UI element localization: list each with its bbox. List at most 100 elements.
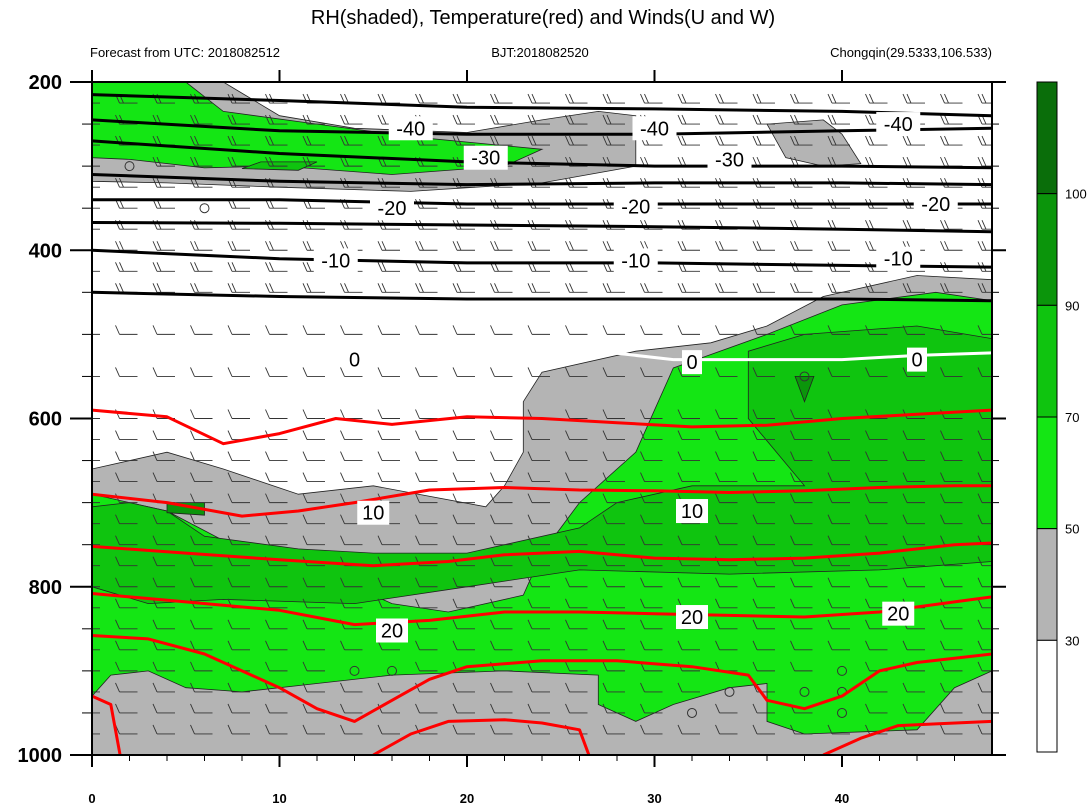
wind-barb-flag xyxy=(827,556,833,566)
wind-barb-flag xyxy=(865,472,870,482)
wind-barb-flag xyxy=(340,325,345,335)
wind-barb-flag xyxy=(565,661,570,672)
wind-barb-flag xyxy=(415,367,420,377)
wind-barb-flag xyxy=(752,703,758,714)
wind-barb-flag xyxy=(227,493,233,503)
wind-barb-flag xyxy=(865,367,870,377)
wind-barb-flag xyxy=(265,724,270,735)
wind-barb-flag xyxy=(231,283,237,293)
wind-barb-flag xyxy=(977,241,983,251)
wind-barb-flag xyxy=(190,661,195,672)
wind-barb-flag xyxy=(977,430,983,440)
contour-label-box xyxy=(876,112,921,137)
wind-barb-flag xyxy=(602,93,608,104)
wind-barb-flag xyxy=(752,724,758,735)
wind-barb-flag xyxy=(865,93,870,104)
wind-barb-flag xyxy=(569,135,574,146)
y-tick-label: 400 xyxy=(29,240,62,262)
wind-barb-flag xyxy=(940,220,945,230)
wind-barb-flag xyxy=(794,241,799,251)
wind-barb-flag xyxy=(527,114,533,125)
wind-barb-flag xyxy=(265,703,270,714)
contour-label-text: 0 xyxy=(686,352,697,374)
wind-row xyxy=(92,177,992,188)
wind-barb-flag xyxy=(944,156,949,167)
wind-barb-flag xyxy=(977,156,983,167)
wind-barb-flag xyxy=(302,619,308,629)
wind-barb-flag xyxy=(415,577,420,587)
wind-barb-flag xyxy=(565,640,570,651)
wind-barb-flag xyxy=(752,451,758,461)
wind-barb-flag xyxy=(602,514,608,524)
wind-barb-flag xyxy=(452,114,458,125)
wind-barb-flag xyxy=(640,598,645,608)
wind-barb-flag xyxy=(265,241,270,251)
wind-barb-flag xyxy=(569,241,574,251)
wind-row xyxy=(92,409,992,419)
wind-barb-flag xyxy=(715,598,720,608)
wind-barb-flag xyxy=(902,640,908,651)
wind-barb-flag xyxy=(940,619,945,629)
wind-barb-flag xyxy=(640,577,645,587)
wind-barb-flag xyxy=(827,598,833,608)
wind-barb-flag xyxy=(681,93,687,104)
wind-barb-flag xyxy=(344,156,349,167)
wind-barb-flag xyxy=(381,283,387,293)
wind-barb-flag xyxy=(752,367,758,377)
wind-barb-flag xyxy=(490,703,495,714)
wind-barb-flag xyxy=(377,93,383,104)
wind-barb-flag xyxy=(490,619,495,629)
wind-barb-flag xyxy=(565,577,570,587)
wind-barb-flag xyxy=(340,703,345,714)
wind-barb-flag xyxy=(602,556,608,566)
wind-barb-flag xyxy=(152,724,158,735)
wind-barb-flag xyxy=(490,535,495,545)
wind-barb-flag xyxy=(865,577,870,587)
contour-label: -20 xyxy=(613,194,658,219)
colorbar-label: 30 xyxy=(1065,633,1079,648)
wind-barb-flag xyxy=(377,430,383,440)
wind-barb-flag xyxy=(981,283,987,293)
isotherm--40 xyxy=(92,93,992,118)
wind-barb-flag xyxy=(565,409,570,419)
wind-barb-flag xyxy=(752,535,758,545)
wind-barb-flag xyxy=(677,724,683,735)
wind-barb-flag xyxy=(752,577,758,587)
wind-barb-flag xyxy=(269,156,274,167)
wind-barb-flag xyxy=(977,472,983,482)
wind-barb-flag xyxy=(377,409,383,419)
wind-barb-flag xyxy=(152,156,158,167)
wind-barb-flag xyxy=(340,535,345,545)
wind-barb-flag xyxy=(715,493,720,503)
wind-barb-flag xyxy=(940,682,945,693)
wind-barb-flag xyxy=(827,493,833,503)
wind-barb-flag xyxy=(790,724,795,735)
wind-barb-flag xyxy=(531,283,537,293)
wind-barb-flag xyxy=(527,430,533,440)
wind-barb-flag xyxy=(977,325,983,335)
wind-barb-flag xyxy=(340,514,345,524)
wind-barb-flag xyxy=(827,619,833,629)
wind-barb-flag xyxy=(569,93,574,104)
wind-barb-flag xyxy=(527,535,533,545)
wind-barb-flag xyxy=(302,535,308,545)
wind-barb-flag xyxy=(490,640,495,651)
wind-barb-flag xyxy=(452,493,458,503)
wind-barb-flag xyxy=(231,135,237,146)
wind-barb-flag xyxy=(719,283,724,293)
wind-barb-flag xyxy=(831,283,837,293)
wind-barb-flag xyxy=(490,556,495,566)
wind-barb-flag xyxy=(265,640,270,651)
wind-barb-flag xyxy=(715,93,720,104)
contour-label-box xyxy=(676,499,708,524)
wind-barb-flag xyxy=(340,598,345,608)
wind-barb-flag xyxy=(490,114,495,125)
wind-barb-flag xyxy=(827,283,833,293)
wind-barb-flag xyxy=(752,325,758,335)
wind-barb-flag xyxy=(752,93,758,104)
contour-label: 0 xyxy=(682,350,702,375)
wind-barb-flag xyxy=(231,114,237,125)
wind-barb-flag xyxy=(190,325,195,335)
wind-barb-flag xyxy=(265,514,270,524)
wind-barb-flag xyxy=(869,241,874,251)
